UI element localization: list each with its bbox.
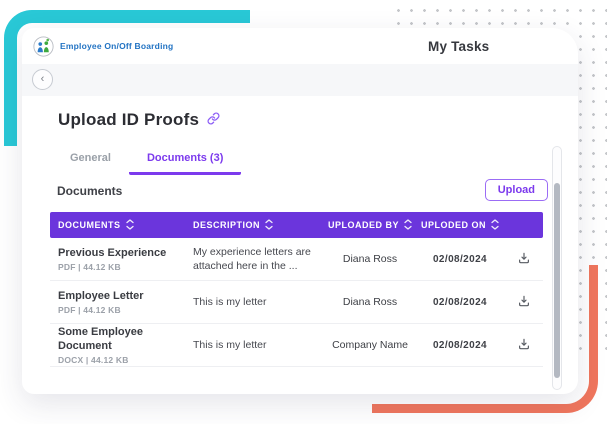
top-bar: Employee On/Off Boarding My Tasks bbox=[22, 28, 578, 64]
scrollbar-thumb[interactable] bbox=[554, 183, 560, 378]
section-title: Documents bbox=[57, 184, 123, 198]
back-button[interactable]: ‹ bbox=[32, 69, 53, 90]
upload-button[interactable]: Upload bbox=[484, 179, 548, 201]
column-header-label: DOCUMENTS bbox=[58, 220, 121, 230]
tab-general[interactable]: General bbox=[52, 146, 129, 175]
tab-bar: General Documents (3) bbox=[52, 146, 242, 175]
chevron-left-icon: ‹ bbox=[40, 73, 45, 85]
column-header-documents[interactable]: DOCUMENTS bbox=[50, 218, 185, 232]
document-description: This is my letter bbox=[193, 338, 267, 351]
uploaded-by: Diana Ross bbox=[342, 253, 398, 265]
document-meta: PDF | 44.12 KB bbox=[58, 262, 121, 273]
download-button[interactable] bbox=[515, 292, 533, 313]
document-name: Some Employee Document bbox=[58, 325, 143, 352]
sort-icon bbox=[125, 218, 134, 232]
link-icon bbox=[207, 112, 220, 128]
column-header-label: UPLODED ON bbox=[420, 220, 486, 230]
teal-accent-shape bbox=[4, 10, 250, 146]
sub-header-band: ‹ bbox=[22, 64, 578, 96]
download-button[interactable] bbox=[515, 335, 533, 356]
copy-link-button[interactable] bbox=[207, 112, 220, 128]
document-meta: DOCX | 44.12 KB bbox=[58, 355, 129, 366]
column-header-uploaded-by[interactable]: UPLOADED BY bbox=[325, 218, 415, 232]
document-description: My experience letters are attached here … bbox=[193, 245, 311, 272]
sort-icon bbox=[491, 218, 499, 232]
column-header-label: UPLOADED BY bbox=[327, 220, 399, 230]
document-description: This is my letter bbox=[193, 295, 267, 308]
uploaded-by: Diana Ross bbox=[342, 296, 398, 308]
document-meta: PDF | 44.12 KB bbox=[58, 305, 121, 316]
documents-table: DOCUMENTS DESCRIPTION UPLOADED BY UPLODE… bbox=[50, 212, 543, 367]
download-button[interactable] bbox=[515, 249, 533, 270]
sort-icon bbox=[265, 218, 273, 232]
brand-logo-icon bbox=[33, 35, 54, 57]
uploaded-on: 02/08/2024 bbox=[432, 253, 488, 265]
uploaded-on: 02/08/2024 bbox=[432, 296, 488, 308]
scrollbar-track[interactable] bbox=[552, 146, 562, 390]
download-icon bbox=[517, 294, 531, 311]
table-row: Previous Experience PDF | 44.12 KB My ex… bbox=[50, 238, 543, 281]
download-icon bbox=[517, 337, 531, 354]
uploaded-by: Company Name bbox=[332, 339, 408, 351]
orange-accent-shape bbox=[372, 265, 598, 413]
app-window: Employee On/Off Boarding My Tasks ‹ Uplo… bbox=[22, 28, 578, 394]
sort-icon bbox=[404, 218, 412, 232]
column-header-label: DESCRIPTION bbox=[193, 220, 261, 230]
document-name: Employee Letter bbox=[58, 289, 144, 302]
download-icon bbox=[517, 251, 531, 268]
brand-name: Employee On/Off Boarding bbox=[60, 41, 174, 51]
page-header-title: My Tasks bbox=[428, 39, 490, 54]
uploaded-on: 02/08/2024 bbox=[432, 339, 488, 351]
table-header-row: DOCUMENTS DESCRIPTION UPLOADED BY UPLODE… bbox=[50, 212, 543, 238]
document-name: Previous Experience bbox=[58, 246, 167, 259]
page-title: Upload ID Proofs bbox=[58, 110, 200, 129]
tab-documents[interactable]: Documents (3) bbox=[128, 146, 242, 175]
page-title-row: Upload ID Proofs bbox=[58, 110, 220, 130]
column-header-description[interactable]: DESCRIPTION bbox=[185, 218, 325, 232]
column-header-uploaded-on[interactable]: UPLODED ON bbox=[415, 218, 505, 232]
table-row: Some Employee Document DOCX | 44.12 KB T… bbox=[50, 324, 543, 367]
table-row: Employee Letter PDF | 44.12 KB This is m… bbox=[50, 281, 543, 324]
